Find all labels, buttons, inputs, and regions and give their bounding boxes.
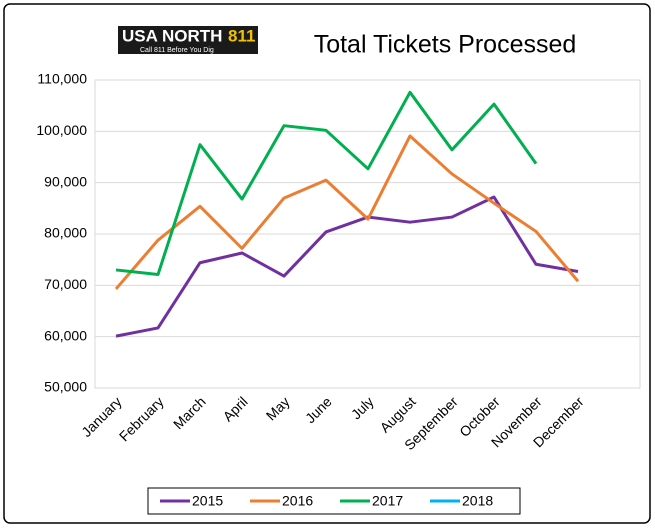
legend-label: 2016 (282, 493, 313, 509)
series-line (114, 134, 580, 290)
y-tick-label: 110,000 (37, 71, 87, 87)
y-tick-label: 50,000 (44, 379, 87, 395)
y-tick-label: 90,000 (44, 173, 87, 189)
logo-tagline: Call 811 Before You Dig (140, 47, 214, 54)
y-tick-label: 60,000 (44, 327, 87, 343)
y-tick-label: 70,000 (44, 276, 87, 292)
logo-text: USA (122, 26, 158, 45)
logo: USA NORTH 811 Call 811 Before You Dig (118, 26, 258, 54)
legend-label: 2017 (372, 493, 403, 509)
legend-label: 2018 (462, 493, 493, 509)
logo-bg (118, 26, 258, 54)
legend-label: 2015 (192, 493, 223, 509)
y-tick-label: 80,000 (44, 225, 87, 241)
logo-text: 811 (228, 26, 255, 45)
chart-border (3, 3, 651, 524)
series-line (115, 90, 538, 277)
y-tick-label: 100,000 (36, 122, 87, 138)
logo-text: NORTH (162, 26, 222, 45)
chart-title: Total Tickets Processed (314, 31, 577, 59)
